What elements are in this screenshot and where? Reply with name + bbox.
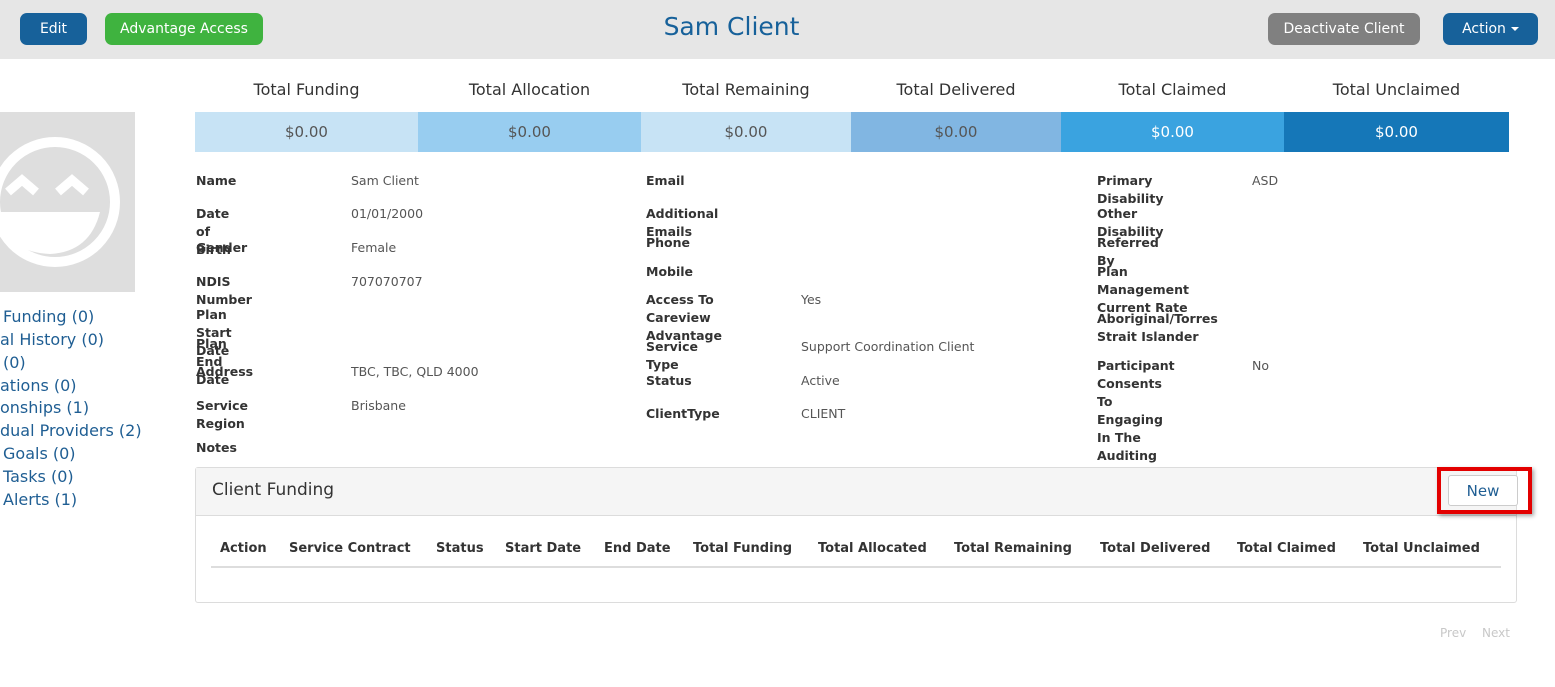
- table-header-divider: [211, 566, 1501, 568]
- detail-label: Address: [196, 364, 254, 379]
- detail-value: No: [1252, 358, 1269, 373]
- total-value: $0.00: [851, 112, 1061, 152]
- column-header-end-date[interactable]: End Date: [604, 541, 671, 556]
- detail-label: Name: [196, 173, 237, 188]
- detail-value: ASD: [1252, 173, 1279, 188]
- total-value: $0.00: [1061, 112, 1284, 152]
- detail-label: Aboriginal/Torres Strait Islander: [1097, 311, 1218, 344]
- detail-label: Participant Consents To Engaging In The …: [1097, 358, 1175, 481]
- smiley-face-icon: [0, 137, 120, 267]
- sidenav-item-goals[interactable]: Goals (0): [3, 444, 76, 463]
- total-value: $0.00: [195, 112, 418, 152]
- panel-header: Client Funding New: [196, 468, 1518, 516]
- sidenav-item-tasks[interactable]: Tasks (0): [3, 467, 74, 486]
- highlight-box: [1437, 467, 1532, 514]
- column-header-status[interactable]: Status: [436, 541, 484, 556]
- total-label: Total Funding: [253, 80, 360, 99]
- sidenav-item-unknown[interactable]: (0): [3, 353, 26, 372]
- panel-title: Client Funding: [212, 480, 335, 500]
- detail-value: Yes: [801, 292, 822, 307]
- detail-label: Primary Disability: [1097, 173, 1164, 206]
- total-label: Total Allocation: [468, 80, 591, 99]
- sidenav-item-funding[interactable]: Funding (0): [3, 307, 95, 326]
- detail-label: Mobile: [646, 264, 694, 279]
- sidenav-item-relationships[interactable]: onships (1): [0, 398, 90, 417]
- detail-value: TBC, TBC, QLD 4000: [351, 364, 479, 379]
- detail-label: Phone: [646, 235, 691, 250]
- total-label: Total Remaining: [682, 80, 810, 99]
- column-header-start-date[interactable]: Start Date: [505, 541, 582, 556]
- top-toolbar: Edit Advantage Access Sam Client Deactiv…: [0, 0, 1555, 59]
- detail-label: Referred By: [1097, 235, 1159, 268]
- column-header-total-claimed[interactable]: Total Claimed: [1237, 541, 1336, 556]
- deactivate-client-button[interactable]: Deactivate Client: [1268, 13, 1420, 45]
- sidenav-item-alerts[interactable]: Alerts (1): [3, 490, 78, 509]
- total-value: $0.00: [1284, 112, 1509, 152]
- total-label: Total Delivered: [896, 80, 1016, 99]
- advantage-access-button[interactable]: Advantage Access: [105, 13, 263, 45]
- detail-value: Active: [801, 373, 840, 388]
- action-dropdown-button[interactable]: Action: [1443, 13, 1538, 45]
- next-page-link[interactable]: Next: [1482, 626, 1510, 640]
- detail-label: Gender: [196, 240, 248, 255]
- detail-value: 01/01/2000: [351, 206, 424, 221]
- detail-label: Status: [646, 373, 692, 388]
- detail-value: Sam Client: [351, 173, 419, 188]
- column-header-action[interactable]: Action: [220, 541, 267, 556]
- client-funding-panel: Client Funding New Action Service Contra…: [195, 467, 1518, 603]
- detail-label: Access To Careview Advantage: [646, 292, 722, 343]
- new-funding-button[interactable]: New: [1448, 475, 1518, 506]
- total-value: $0.00: [641, 112, 851, 152]
- detail-value: CLIENT: [801, 406, 846, 421]
- sidenav-item-history[interactable]: al History (0): [0, 330, 105, 349]
- detail-label: ClientType: [646, 406, 720, 421]
- detail-label: NDIS Number: [196, 274, 252, 307]
- detail-label: Plan Start Date: [196, 307, 232, 358]
- detail-label: Plan End Date: [196, 336, 230, 387]
- detail-label: Other Disability: [1097, 206, 1164, 239]
- detail-label: Notes: [196, 440, 237, 455]
- avatar: [0, 112, 135, 292]
- detail-value: 707070707: [351, 274, 423, 289]
- column-header-total-delivered[interactable]: Total Delivered: [1100, 541, 1211, 556]
- detail-value: Support Coordination Client: [801, 339, 975, 354]
- prev-page-link[interactable]: Prev: [1440, 626, 1467, 640]
- column-header-total-unclaimed[interactable]: Total Unclaimed: [1363, 541, 1480, 556]
- total-value: $0.00: [418, 112, 641, 152]
- total-label: Total Unclaimed: [1332, 80, 1461, 99]
- detail-label: Plan Management Current Rate: [1097, 264, 1190, 315]
- detail-value: Brisbane: [351, 398, 406, 413]
- sidenav-item-individual-providers[interactable]: dual Providers (2): [0, 421, 142, 440]
- detail-value: Female: [351, 240, 397, 255]
- detail-label: Service Type: [646, 339, 698, 372]
- column-header-service-contract[interactable]: Service Contract: [289, 541, 411, 556]
- column-header-total-funding[interactable]: Total Funding: [693, 541, 793, 556]
- detail-label: Additional Emails: [646, 206, 719, 239]
- column-header-total-remaining[interactable]: Total Remaining: [954, 541, 1072, 556]
- detail-label: Date of Birth: [196, 206, 231, 257]
- caret-down-icon: [1510, 27, 1519, 31]
- detail-label: Email: [646, 173, 685, 188]
- page-title: Sam Client: [663, 12, 800, 41]
- action-label: Action: [1462, 21, 1506, 37]
- sidenav-item-locations[interactable]: ations (0): [0, 376, 77, 395]
- total-label: Total Claimed: [1118, 80, 1227, 99]
- detail-label: Service Region: [196, 398, 248, 431]
- edit-button[interactable]: Edit: [20, 13, 87, 45]
- column-header-total-allocated[interactable]: Total Allocated: [818, 541, 927, 556]
